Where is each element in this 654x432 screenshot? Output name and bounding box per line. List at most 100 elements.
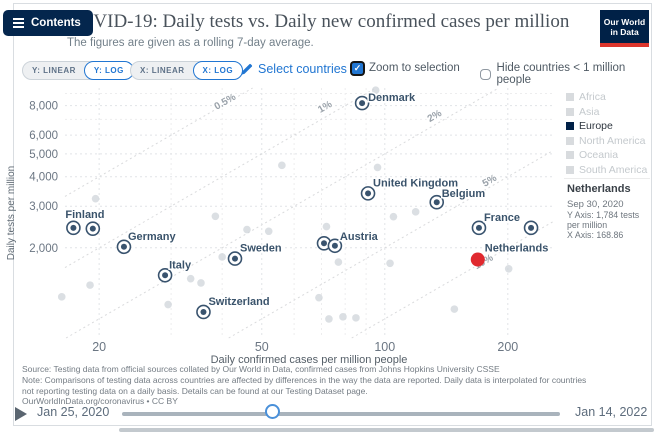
- country-label-germany[interactable]: Germany: [126, 229, 178, 244]
- point-finland[interactable]: [70, 224, 77, 231]
- y-tick-label: 8,000: [29, 101, 58, 113]
- point-unlabeled[interactable]: [528, 224, 535, 231]
- country-label-sweden[interactable]: Sweden: [238, 241, 283, 256]
- horizontal-scrollbar[interactable]: [119, 428, 654, 432]
- country-label-italy[interactable]: Italy: [168, 258, 194, 273]
- x-tick-label: 50: [255, 340, 269, 354]
- x-scale-toggle: X: LINEAR X: LOG: [130, 61, 244, 80]
- owid-logo[interactable]: Our World in Data: [600, 10, 649, 47]
- legend-item-europe[interactable]: Europe: [566, 119, 652, 134]
- country-label-denmark[interactable]: Denmark: [367, 91, 418, 106]
- legend-item-north-america[interactable]: North America: [566, 134, 652, 149]
- bg-point: [243, 225, 251, 234]
- bg-point: [91, 194, 100, 203]
- y-axis-title: Daily tests per million: [6, 166, 17, 260]
- point-switzerland[interactable]: [200, 308, 207, 315]
- note-line-1: Note: Comparisons of testing data across…: [22, 374, 587, 385]
- checkbox-checked-icon: ✓: [352, 62, 363, 74]
- y-log-button[interactable]: Y: LOG: [83, 61, 134, 80]
- legend-swatch: [566, 165, 574, 174]
- point-united-kingdom[interactable]: [365, 190, 372, 197]
- rate-line-label: 5%: [481, 173, 499, 190]
- timeline-slider-track[interactable]: [122, 412, 560, 416]
- bg-point: [264, 227, 273, 236]
- x-axis-title: Daily confirmed cases per million people: [211, 354, 408, 366]
- point-austria[interactable]: [331, 242, 338, 249]
- legend-separator: [564, 178, 650, 179]
- country-label-france[interactable]: France: [482, 210, 521, 225]
- bg-point: [339, 313, 347, 321]
- logo-line2: in Data: [610, 26, 639, 37]
- bg-point: [450, 305, 459, 313]
- scatter-chart[interactable]: 0.5%1%2%5%10%FinlandGermanyItalySwedenSw…: [0, 84, 654, 368]
- rate-line-label: 2%: [426, 108, 444, 125]
- zoom-to-selection-checkbox[interactable]: ✓ Zoom to selection: [352, 62, 460, 74]
- continent-legend: Africa Asia Europe North America Oceania Sout…: [566, 90, 652, 177]
- bg-point: [411, 208, 420, 216]
- rate-line-label: 0.5%: [213, 92, 238, 113]
- bg-point: [315, 293, 323, 302]
- country-label-united-kingdom[interactable]: United Kingdom: [372, 176, 460, 191]
- attribution: OurWorldInData.org/coronavirus • CC BY: [22, 396, 178, 407]
- source-line: Source: Testing data from official sourc…: [22, 364, 500, 374]
- country-label-switzerland[interactable]: Switzerland: [207, 294, 271, 309]
- contents-button[interactable]: Contents: [3, 10, 93, 36]
- source-note: Source: Testing data from official sourc…: [22, 364, 586, 407]
- page-subtitle: The figures are given as a rolling 7-day…: [67, 37, 314, 49]
- bg-point: [218, 253, 226, 261]
- page-title: COVID-19: Daily tests vs. Daily new conf…: [67, 11, 570, 32]
- legend-item-asia[interactable]: Asia: [566, 105, 652, 120]
- country-label-austria[interactable]: Austria: [338, 229, 380, 244]
- point-finland[interactable]: [89, 225, 96, 232]
- bg-point: [322, 222, 331, 231]
- bg-point: [386, 259, 394, 268]
- y-scale-toggle: Y: LINEAR Y: LOG: [22, 61, 134, 80]
- tooltip-date: Sep 30, 2020: [567, 199, 624, 210]
- point-austria[interactable]: [321, 240, 328, 247]
- bg-point: [211, 212, 220, 221]
- contents-label: Contents: [31, 17, 81, 29]
- point-italy[interactable]: [162, 272, 169, 279]
- legend-label: Europe: [579, 120, 613, 133]
- bg-point: [86, 281, 94, 289]
- point-netherlands[interactable]: [470, 252, 485, 267]
- legend-label: Oceania: [579, 149, 619, 162]
- point-denmark[interactable]: [359, 100, 366, 107]
- country-label-finland[interactable]: Finland: [64, 207, 106, 222]
- pencil-icon: [241, 63, 253, 75]
- hover-tooltip: Netherlands Sep 30, 2020 Y Axis: 1,784 t…: [567, 183, 651, 240]
- x-linear-button[interactable]: X: LINEAR: [140, 66, 185, 75]
- select-countries-button[interactable]: Select countries: [240, 62, 347, 76]
- axes: 2,000 3,000 4,000 5,000 6,000 8,000 20 50 100 200…: [6, 101, 518, 366]
- country-label-belgium[interactable]: Belgium: [440, 187, 487, 202]
- rate-line-label: 1%: [316, 99, 334, 116]
- bg-point: [389, 212, 398, 221]
- logo-line1: Our World: [603, 16, 646, 27]
- x-tick-label: 20: [92, 340, 106, 354]
- hide-small-countries-checkbox[interactable]: Hide countries < 1 million people: [480, 62, 654, 86]
- zoom-to-selection-label: Zoom to selection: [369, 62, 460, 74]
- point-belgium[interactable]: [433, 199, 440, 206]
- bg-point: [57, 293, 66, 301]
- legend-item-oceania[interactable]: Oceania: [566, 148, 652, 163]
- y-linear-button[interactable]: Y: LINEAR: [32, 66, 76, 75]
- checkbox-unchecked-icon: [480, 68, 491, 80]
- legend-item-africa[interactable]: Africa: [566, 90, 652, 105]
- x-log-button[interactable]: X: LOG: [192, 61, 244, 80]
- timeline-slider-handle[interactable]: [265, 404, 280, 419]
- y-tick-label: 6,000: [29, 130, 58, 142]
- legend-item-south-america[interactable]: South America: [566, 163, 652, 178]
- hide-small-countries-label: Hide countries < 1 million people: [496, 62, 626, 86]
- tooltip-country: Netherlands: [567, 183, 631, 195]
- y-tick-label: 3,000: [29, 201, 58, 213]
- hamburger-icon: [13, 18, 24, 28]
- select-countries-label: Select countries: [258, 62, 347, 76]
- play-button[interactable]: [15, 407, 27, 421]
- x-tick-label: 200: [497, 340, 518, 354]
- country-label-netherlands[interactable]: Netherlands: [483, 241, 550, 256]
- point-germany[interactable]: [120, 243, 127, 250]
- point-sweden[interactable]: [231, 255, 238, 262]
- point-france[interactable]: [475, 224, 482, 231]
- legend-swatch: [566, 151, 574, 160]
